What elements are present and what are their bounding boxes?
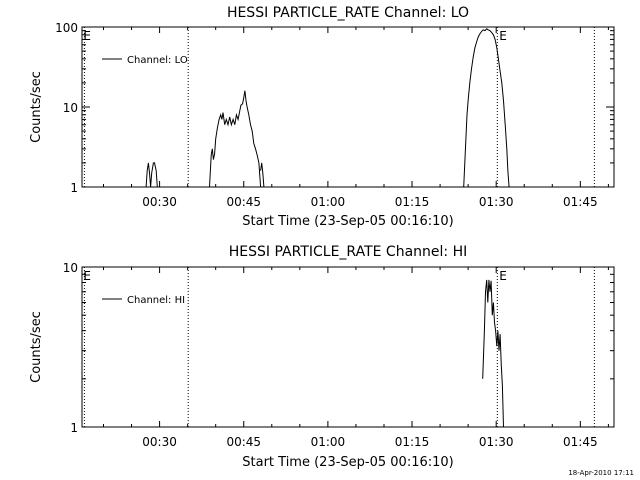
panel1-x-tick-label: 01:00 <box>311 195 346 209</box>
panel2-x-tick-label: 00:45 <box>226 435 261 449</box>
panel2-chart-title: HESSI PARTICLE_RATE Channel: HI <box>229 244 467 260</box>
panel2-series-segment-1 <box>482 279 504 428</box>
panel2-x-tick-label: 00:30 <box>142 435 177 449</box>
panel1-series-segment-4 <box>463 28 510 188</box>
panel1-series-segment-1 <box>145 162 158 188</box>
panel1-y-tick-label: 1 <box>70 181 78 195</box>
panel2-x-tick-label: 01:00 <box>311 435 346 449</box>
panel2-time-marker-label: E <box>499 269 507 283</box>
panel2-x-tick-label: 01:30 <box>479 435 514 449</box>
panel1-y-axis-label: Counts/sec <box>29 71 44 143</box>
panel1-series-segment-3 <box>260 162 265 188</box>
panel1-chart-title: HESSI PARTICLE_RATE Channel: LO <box>227 5 469 21</box>
panel1-x-tick-label: 01:30 <box>479 195 514 209</box>
panel2-plot-frame <box>81 266 615 428</box>
panel1-y-tick-label: 10 <box>63 101 78 115</box>
panel1-time-marker-label: E <box>83 29 91 43</box>
panel1-x-tick-label: 00:30 <box>142 195 177 209</box>
panel2-y-axis-label: Counts/sec <box>29 311 44 383</box>
panel1-legend-label: Channel: LO <box>127 55 188 66</box>
panel1-x-axis-label: Start Time (23-Sep-05 00:16:10) <box>242 214 453 229</box>
panel1-x-tick-label: 01:45 <box>563 195 598 209</box>
panel1-x-tick-label: 00:45 <box>226 195 261 209</box>
panel2-y-tick-label: 10 <box>63 261 78 275</box>
panel1-series-segment-2 <box>209 90 262 188</box>
panel2-y-tick-label: 1 <box>70 421 78 435</box>
panel1-time-marker-label: E <box>499 29 507 43</box>
panel2-x-tick-label: 01:15 <box>395 435 430 449</box>
panel1-plot-frame <box>81 26 615 188</box>
footer-timestamp: 18-Apr-2010 17:11 <box>568 469 634 477</box>
panel2-time-marker-label: E <box>83 269 91 283</box>
panel2-x-tick-label: 01:45 <box>563 435 598 449</box>
panel1-x-tick-label: 01:15 <box>395 195 430 209</box>
panel2-x-axis-label: Start Time (23-Sep-05 00:16:10) <box>242 455 453 470</box>
panel2-legend-label: Channel: HI <box>127 295 185 306</box>
panel1-y-tick-label: 100 <box>55 21 78 35</box>
